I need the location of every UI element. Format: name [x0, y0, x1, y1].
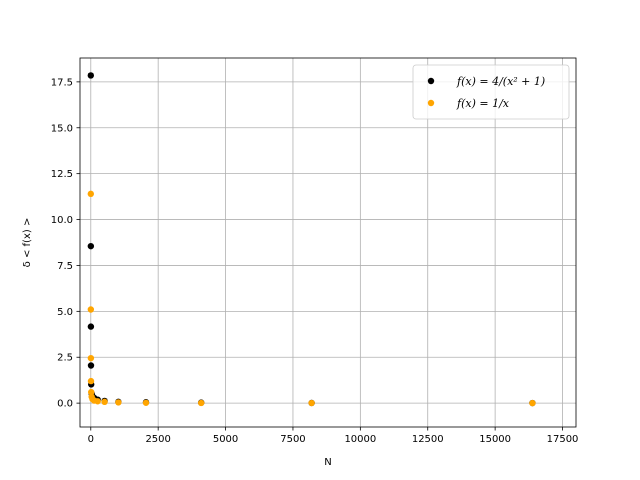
- data-point-series-2: [87, 377, 95, 385]
- data-point-series-2: [529, 399, 536, 407]
- y-axis-label: δ < f(x) >: [22, 218, 33, 268]
- legend-marker: [427, 77, 435, 85]
- data-point-series-2: [197, 399, 205, 407]
- x-tick-label: 15000: [479, 434, 511, 445]
- x-axis-ticks: 0 2500 5000 7500 10000 12500 15000 17500: [88, 427, 579, 445]
- data-point-series-1: [87, 72, 95, 79]
- grid: [80, 58, 576, 427]
- legend-label: f(x) = 1/x: [456, 97, 510, 110]
- data-point-series-2: [87, 190, 95, 198]
- data-point-series-2: [101, 398, 108, 406]
- data-point-series-1: [87, 323, 95, 330]
- data-point-series-2: [115, 399, 122, 406]
- data-point-series-2: [87, 354, 95, 362]
- legend-box: [412, 64, 570, 120]
- y-axis-ticks: 0.0 2.5 5.0 7.5 10.0 12.5 15.0 17.5: [51, 77, 80, 410]
- x-tick-label: 12500: [412, 434, 444, 445]
- y-tick-label: 5.0: [57, 307, 73, 318]
- plot-frame: [79, 57, 577, 428]
- legend: f(x) = 4/(x² + 1) f(x) = 1/x: [412, 64, 570, 120]
- data-point-series-2: [94, 398, 101, 405]
- x-tick-label: 17500: [547, 434, 579, 445]
- legend-marker: [427, 99, 435, 107]
- data-point-series-1: [87, 362, 95, 369]
- x-tick-label: 5000: [213, 434, 238, 445]
- y-tick-label: 0.0: [57, 399, 73, 410]
- x-tick-label: 2500: [145, 434, 170, 445]
- data-points: [87, 72, 536, 407]
- x-axis-label: N: [324, 457, 331, 468]
- data-point-series-2: [308, 399, 315, 407]
- y-tick-label: 7.5: [57, 261, 73, 272]
- y-tick-label: 17.5: [51, 77, 73, 88]
- data-point-series-2: [142, 399, 150, 406]
- data-point-series-1: [87, 242, 95, 250]
- y-tick-label: 12.5: [51, 169, 73, 180]
- y-tick-label: 10.0: [51, 215, 73, 226]
- x-tick-label: 0: [88, 434, 94, 445]
- x-tick-label: 10000: [344, 434, 376, 445]
- x-tick-label: 7500: [280, 434, 305, 445]
- legend-label: f(x) = 4/(x² + 1): [456, 75, 545, 88]
- data-point-series-2: [88, 388, 95, 396]
- y-tick-label: 15.0: [51, 123, 73, 134]
- y-tick-label: 2.5: [57, 353, 73, 364]
- data-point-series-2: [87, 306, 95, 313]
